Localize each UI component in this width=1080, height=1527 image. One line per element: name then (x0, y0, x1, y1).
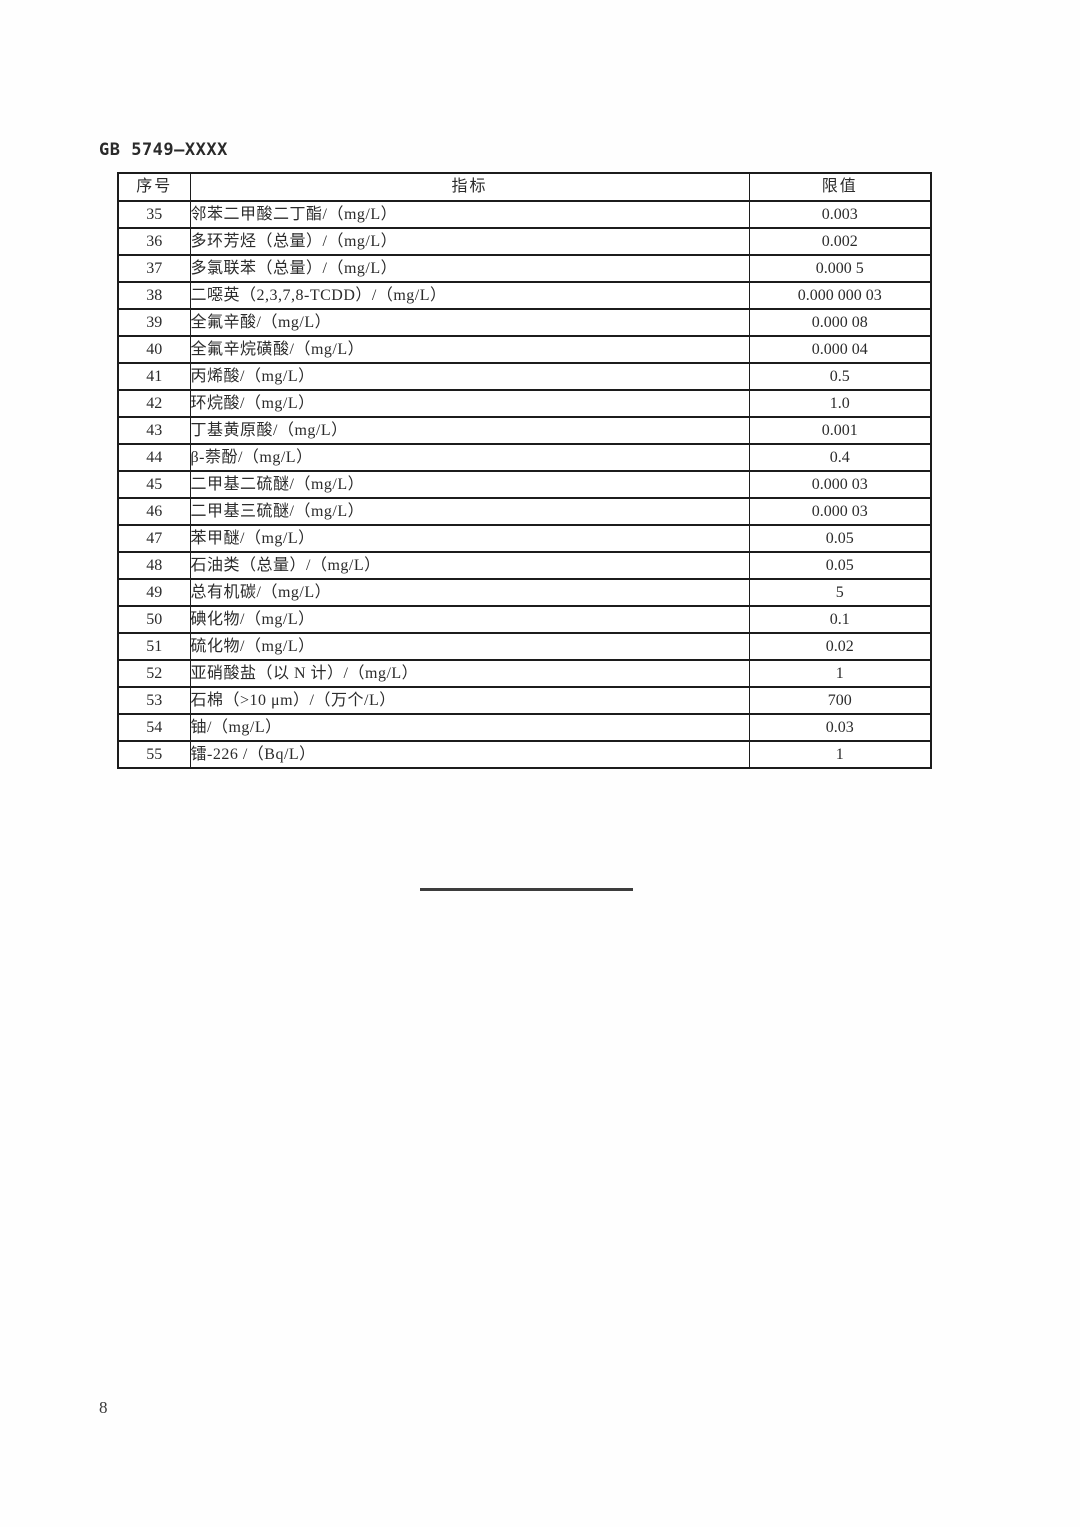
indicator-name-cell: 石油类（总量）/（mg/L） (189, 551, 750, 580)
limit-value-cell: 0.4 (748, 443, 932, 472)
indicator-name-cell: 邻苯二甲酸二丁酯/（mg/L） (189, 200, 750, 229)
limit-value-cell: 1 (748, 740, 932, 769)
standard-code: GB 5749—XXXX (99, 140, 228, 160)
indicator-name-cell: 丁基黄原酸/（mg/L） (189, 416, 750, 445)
indicator-name-cell: 二甲基二硫醚/（mg/L） (189, 470, 750, 499)
table-row: 40 全氟辛烷磺酸/（mg/L） 0.000 04 (117, 335, 932, 364)
limit-value-cell: 0.000 03 (748, 497, 932, 526)
limit-value-cell: 0.05 (748, 524, 932, 553)
indicator-name-cell: 全氟辛烷磺酸/（mg/L） (189, 335, 750, 364)
row-number-cell: 46 (117, 497, 191, 526)
row-number-cell: 54 (117, 713, 191, 742)
indicator-name-cell: 镭-226 /（Bq/L） (189, 740, 750, 769)
limit-value-cell: 0.000 08 (748, 308, 932, 337)
table-row: 48 石油类（总量）/（mg/L） 0.05 (117, 551, 932, 580)
limit-value-cell: 5 (748, 578, 932, 607)
indicator-name-cell: 亚硝酸盐（以 N 计）/（mg/L） (189, 659, 750, 688)
table-row: 49 总有机碳/（mg/L） 5 (117, 578, 932, 607)
table-row: 50 碘化物/（mg/L） 0.1 (117, 605, 932, 634)
limit-value-cell: 0.1 (748, 605, 932, 634)
table-row: 47 苯甲醚/（mg/L） 0.05 (117, 524, 932, 553)
row-number-cell: 51 (117, 632, 191, 661)
indicator-name-cell: 硫化物/（mg/L） (189, 632, 750, 661)
limit-value-cell: 0.000 5 (748, 254, 932, 283)
table-row: 55 镭-226 /（Bq/L） 1 (117, 740, 932, 769)
indicator-name-cell: 二噁英（2,3,7,8-TCDD）/（mg/L） (189, 281, 750, 310)
water-quality-limits-table: 序号 指标 限值 35 邻苯二甲酸二丁酯/（mg/L） 0.003 36 多环芳烃（总量… (117, 172, 932, 769)
row-number-cell: 37 (117, 254, 191, 283)
indicator-name-cell: β-萘酚/（mg/L） (189, 443, 750, 472)
table-row: 52 亚硝酸盐（以 N 计）/（mg/L） 1 (117, 659, 932, 688)
table-row: 39 全氟辛酸/（mg/L） 0.000 08 (117, 308, 932, 337)
row-number-cell: 40 (117, 335, 191, 364)
row-number-cell: 39 (117, 308, 191, 337)
table-row: 38 二噁英（2,3,7,8-TCDD）/（mg/L） 0.000 000 03 (117, 281, 932, 310)
indicator-name-cell: 多氯联苯（总量）/（mg/L） (189, 254, 750, 283)
table-header-row: 序号 指标 限值 (117, 172, 932, 202)
column-header-number: 序号 (117, 172, 191, 202)
table-row: 42 环烷酸/（mg/L） 1.0 (117, 389, 932, 418)
indicator-name-cell: 丙烯酸/（mg/L） (189, 362, 750, 391)
limit-value-cell: 0.002 (748, 227, 932, 256)
limit-value-cell: 0.000 000 03 (748, 281, 932, 310)
table-row: 41 丙烯酸/（mg/L） 0.5 (117, 362, 932, 391)
limit-value-cell: 0.05 (748, 551, 932, 580)
table-row: 43 丁基黄原酸/（mg/L） 0.001 (117, 416, 932, 445)
row-number-cell: 52 (117, 659, 191, 688)
limit-value-cell: 1 (748, 659, 932, 688)
table-row: 37 多氯联苯（总量）/（mg/L） 0.000 5 (117, 254, 932, 283)
indicator-name-cell: 石棉（>10 μm）/（万个/L） (189, 686, 750, 715)
table-row: 45 二甲基二硫醚/（mg/L） 0.000 03 (117, 470, 932, 499)
row-number-cell: 49 (117, 578, 191, 607)
limit-value-cell: 0.02 (748, 632, 932, 661)
limit-value-cell: 0.5 (748, 362, 932, 391)
limit-value-cell: 0.001 (748, 416, 932, 445)
page-number: 8 (99, 1398, 108, 1417)
row-number-cell: 53 (117, 686, 191, 715)
column-header-indicator: 指标 (189, 172, 750, 202)
row-number-cell: 41 (117, 362, 191, 391)
table-row: 35 邻苯二甲酸二丁酯/（mg/L） 0.003 (117, 200, 932, 229)
table-body: 35 邻苯二甲酸二丁酯/（mg/L） 0.003 36 多环芳烃（总量）/（mg/L） 0… (117, 200, 932, 769)
indicator-name-cell: 总有机碳/（mg/L） (189, 578, 750, 607)
indicator-name-cell: 二甲基三硫醚/（mg/L） (189, 497, 750, 526)
indicator-name-cell: 碘化物/（mg/L） (189, 605, 750, 634)
limit-value-cell: 0.03 (748, 713, 932, 742)
table-row: 54 铀/（mg/L） 0.03 (117, 713, 932, 742)
row-number-cell: 42 (117, 389, 191, 418)
row-number-cell: 38 (117, 281, 191, 310)
table-row: 53 石棉（>10 μm）/（万个/L） 700 (117, 686, 932, 715)
indicator-name-cell: 全氟辛酸/（mg/L） (189, 308, 750, 337)
row-number-cell: 35 (117, 200, 191, 229)
limit-value-cell: 0.000 04 (748, 335, 932, 364)
row-number-cell: 43 (117, 416, 191, 445)
limit-value-cell: 0.003 (748, 200, 932, 229)
row-number-cell: 48 (117, 551, 191, 580)
limit-value-cell: 0.000 03 (748, 470, 932, 499)
table-row: 36 多环芳烃（总量）/（mg/L） 0.002 (117, 227, 932, 256)
row-number-cell: 47 (117, 524, 191, 553)
table-row: 51 硫化物/（mg/L） 0.02 (117, 632, 932, 661)
indicator-name-cell: 多环芳烃（总量）/（mg/L） (189, 227, 750, 256)
row-number-cell: 45 (117, 470, 191, 499)
end-of-table-rule (420, 888, 633, 891)
column-header-limit: 限值 (748, 172, 932, 202)
row-number-cell: 36 (117, 227, 191, 256)
row-number-cell: 44 (117, 443, 191, 472)
row-number-cell: 50 (117, 605, 191, 634)
indicator-name-cell: 环烷酸/（mg/L） (189, 389, 750, 418)
row-number-cell: 55 (117, 740, 191, 769)
limit-value-cell: 1.0 (748, 389, 932, 418)
indicator-name-cell: 苯甲醚/（mg/L） (189, 524, 750, 553)
table-row: 44 β-萘酚/（mg/L） 0.4 (117, 443, 932, 472)
indicator-name-cell: 铀/（mg/L） (189, 713, 750, 742)
limit-value-cell: 700 (748, 686, 932, 715)
table-row: 46 二甲基三硫醚/（mg/L） 0.000 03 (117, 497, 932, 526)
